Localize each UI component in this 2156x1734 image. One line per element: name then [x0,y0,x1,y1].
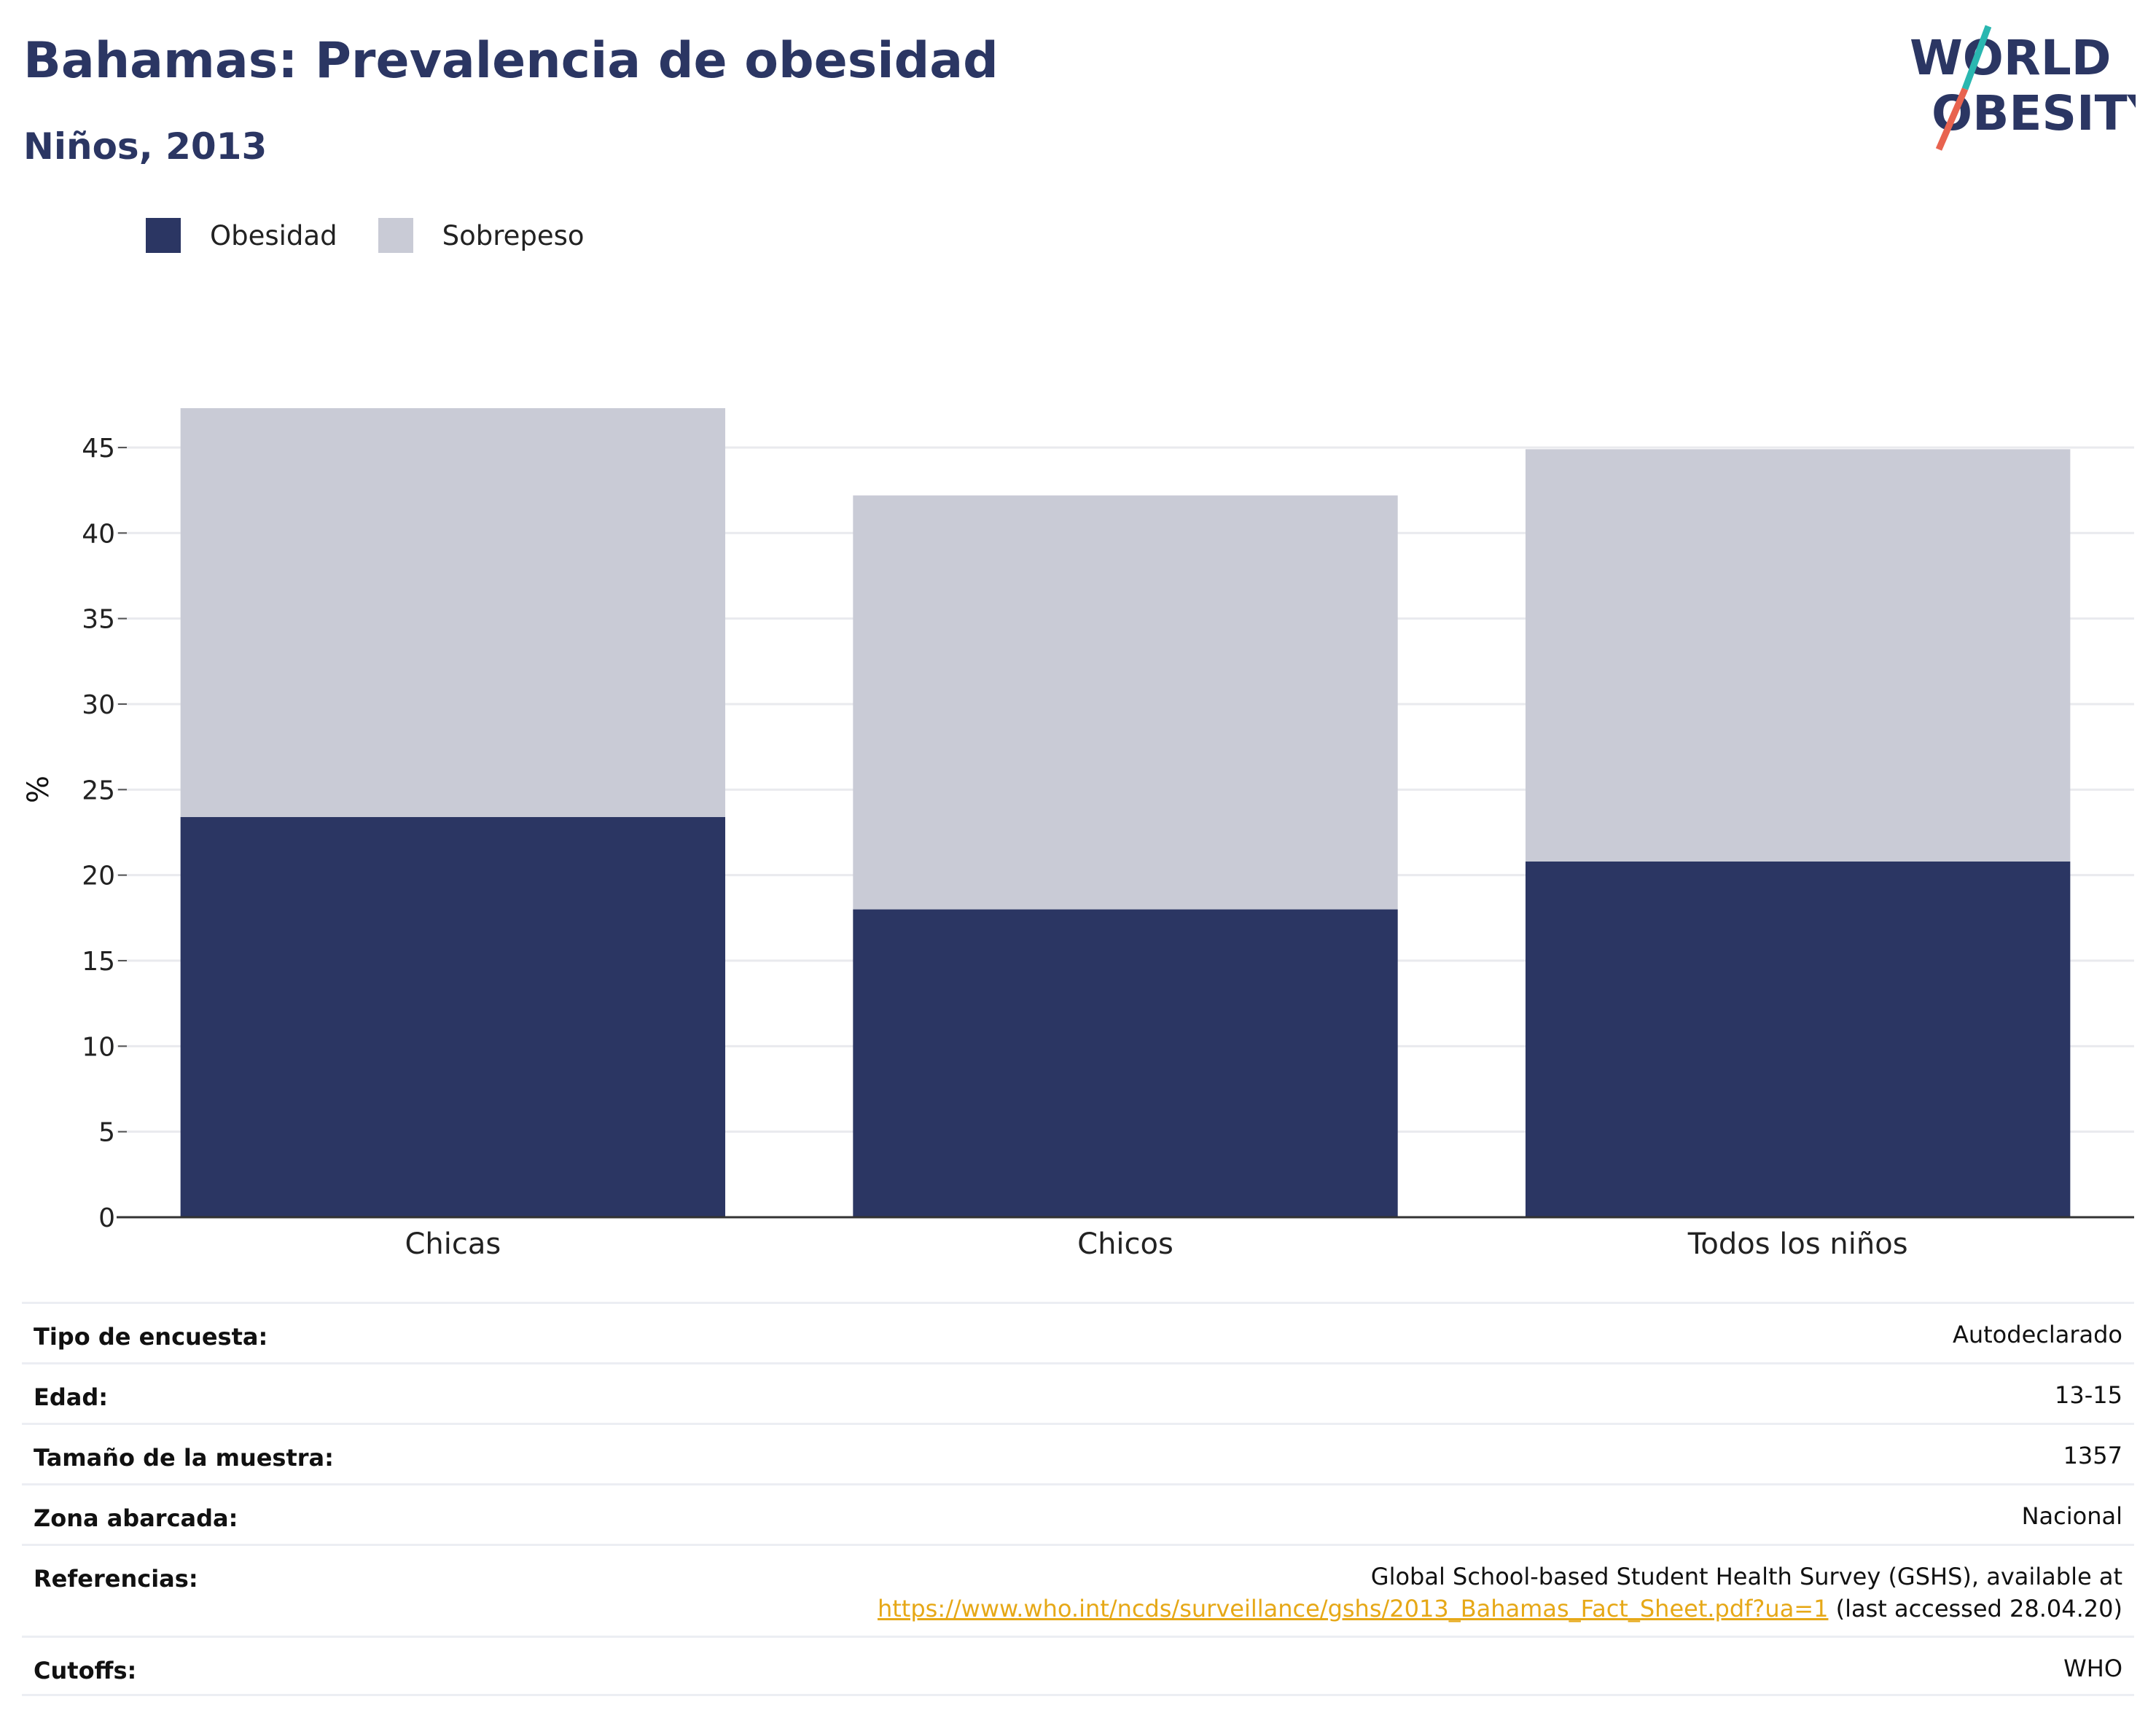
y-tick-label: 0 [98,1203,115,1233]
logo-word-world: WORLD [1910,30,2112,86]
legend-item-obesidad[interactable]: Obesidad [146,218,337,253]
legend: Obesidad Sobrepeso [146,217,625,254]
info-row-cutoffs: Cutoffs: WHO [22,1636,2134,1696]
bar-obesidad-2 [853,909,1398,1217]
info-label: Tamaño de la muestra: [34,1444,334,1472]
y-tick-label: 10 [82,1032,115,1062]
info-value: 13-15 [2055,1381,2122,1409]
info-row-age: Edad: 13-15 [22,1362,2134,1423]
legend-swatch-obesidad [146,218,181,253]
info-row-area: Zona abarcada: Nacional [22,1483,2134,1544]
info-label: Edad: [34,1383,109,1411]
info-value: Global School-based Student Health Surve… [878,1561,2122,1625]
info-row-references: Referencias: Global School-based Student… [22,1544,2134,1636]
info-row-sample-size: Tamaño de la muestra: 1357 [22,1423,2134,1483]
info-label: Tipo de encuesta: [34,1323,268,1351]
reference-text: Global School-based Student Health Surve… [1370,1563,2122,1590]
info-label: Zona abarcada: [34,1504,238,1532]
bar-chart: 0 5 10 15 20 25 30 35 40 45 Chicas Chicos Todos los … [82,408,2134,1261]
legend-label-obesidad: Obesidad [210,219,337,251]
y-tick-label: 45 [82,434,115,464]
legend-item-sobrepeso[interactable]: Sobrepeso [378,218,585,253]
info-value: 1357 [2063,1442,2122,1469]
bar-sobrepeso-1 [180,408,726,817]
info-row-survey-type: Tipo de encuesta: Autodeclarado [22,1302,2134,1362]
y-tick-label: 35 [82,605,115,635]
x-tick-label: Chicas [405,1227,501,1261]
info-value: Nacional [2021,1502,2122,1530]
world-obesity-logo: WORLD OBESITY [1910,25,2136,151]
logo-slash-red [1935,87,1969,151]
info-label: Referencias: [34,1565,198,1593]
y-tick-label: 5 [98,1118,115,1148]
info-value: Autodeclarado [1952,1321,2122,1348]
chart-title: Bahamas: Prevalencia de obesidad [23,32,999,90]
y-tick-label: 30 [82,690,115,720]
legend-label-sobrepeso: Sobrepeso [442,219,585,251]
y-tick-label: 40 [82,519,115,549]
y-tick-label: 25 [82,776,115,805]
x-tick-label: Chicos [1077,1227,1173,1261]
reference-link[interactable]: https://www.who.int/ncds/surveillance/gs… [877,1595,1829,1622]
x-tick-label: Todos los niños [1687,1227,1908,1261]
bar-sobrepeso-2 [853,495,1398,910]
chart-subtitle: Niños, 2013 [23,125,267,168]
bar-obesidad-3 [1525,861,2071,1217]
bar-sobrepeso-3 [1525,449,2071,862]
reference-suffix: (last accessed 28.04.20) [1828,1595,2122,1622]
info-label: Cutoffs: [34,1657,137,1684]
survey-info-table: Tipo de encuesta: Autodeclarado Edad: 13… [22,1302,2134,1696]
bar-obesidad-1 [180,816,726,1217]
y-tick-label: 20 [82,862,115,891]
legend-swatch-sobrepeso [378,218,413,253]
y-tick-label: 15 [82,947,115,977]
logo-slash-teal [1961,25,1992,90]
info-value: WHO [2063,1655,2122,1682]
